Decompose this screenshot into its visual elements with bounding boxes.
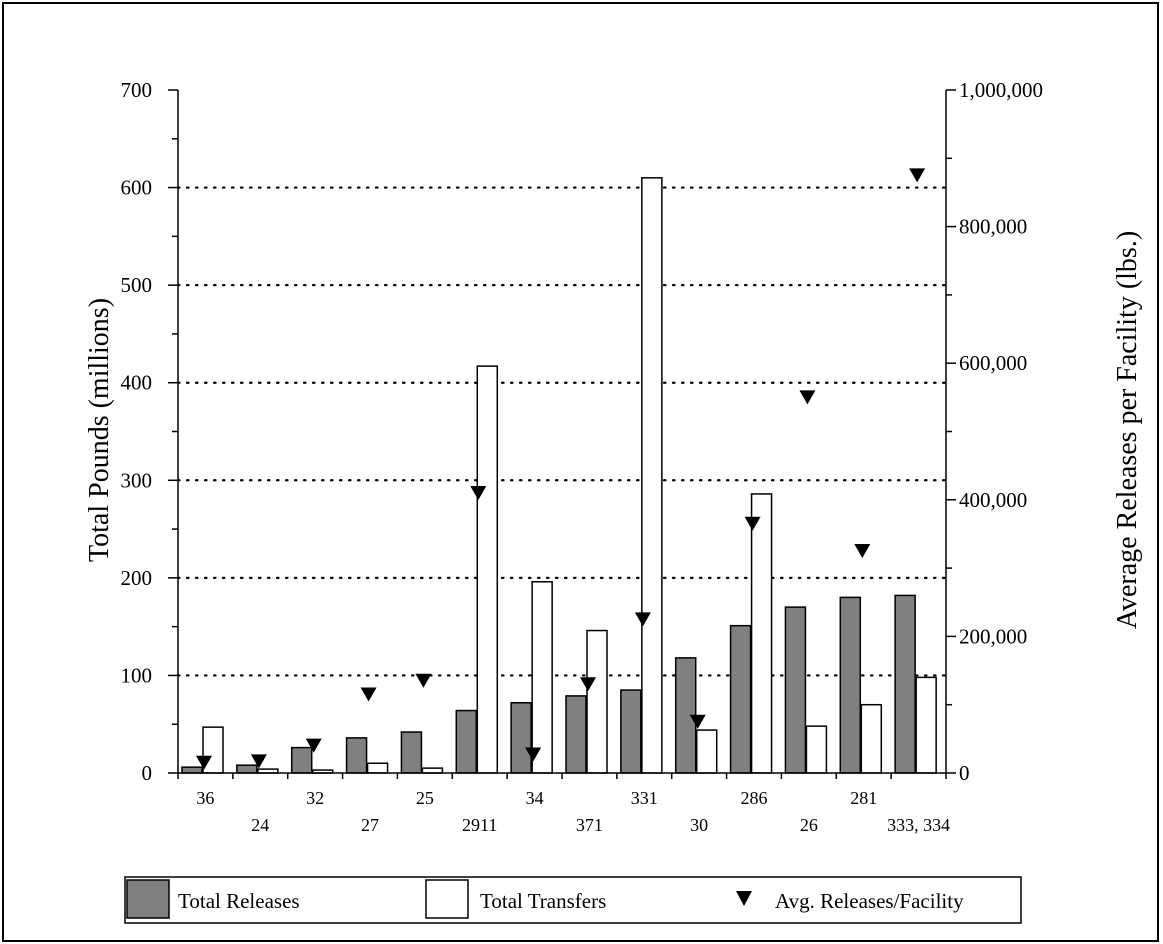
bar-total-releases [565, 695, 587, 774]
x-category-label: 36 [196, 788, 214, 808]
y2-tick-label: 1,000,000 [959, 78, 1043, 102]
avg-releases-marker [909, 168, 926, 183]
y-tick-label: 500 [121, 273, 153, 297]
y-tick-label: 0 [142, 761, 153, 785]
legend: Total Releases Total Transfers Avg. Rele… [124, 876, 1022, 924]
legend-box [124, 876, 1022, 924]
bar-total-releases [290, 746, 313, 774]
bar-total-transfers [586, 629, 608, 774]
y-tick-label: 600 [121, 176, 153, 200]
legend-swatch-transfers [425, 879, 469, 919]
legend-label-releases: Total Releases [178, 889, 300, 913]
legend-label-transfers: Total Transfers [480, 889, 606, 913]
legend-marker-avg [736, 891, 752, 906]
x-category-label: 371 [576, 815, 603, 835]
bar-total-releases [784, 606, 807, 774]
bar-total-releases [839, 596, 862, 774]
y-tick-label: 200 [121, 566, 153, 590]
y-tick-label: 100 [121, 663, 153, 687]
x-category-label: 32 [306, 788, 324, 808]
x-category-label: 30 [690, 815, 708, 835]
avg-releases-marker [196, 755, 212, 770]
axes-layer [168, 89, 956, 779]
avg-releases-marker [360, 687, 377, 702]
avg-releases-marker [799, 390, 816, 405]
avg-releases-marker [854, 544, 871, 559]
bar-total-releases [894, 594, 916, 774]
avg-releases-marker [580, 677, 596, 692]
bar-total-releases [400, 731, 423, 774]
x-category-label: 2911 [462, 815, 497, 835]
y-tick-label: 300 [121, 468, 153, 492]
labels-layer: 0 100 200 300 400 500 600 700 0 200,000 400,000 600… [121, 78, 1044, 835]
bar-total-transfers [750, 493, 773, 774]
bar-total-releases [510, 701, 532, 774]
avg-releases-marker [305, 738, 322, 753]
bar-total-releases [181, 766, 203, 774]
markers-layer [196, 168, 926, 770]
bar-total-transfers [695, 729, 718, 774]
avg-releases-marker [634, 612, 651, 627]
y-axis-title: Total Pounds (millions) [84, 298, 115, 562]
bar-total-transfers [915, 676, 937, 774]
x-category-label: 24 [251, 815, 269, 835]
x-category-label: 26 [800, 815, 818, 835]
bars-layer [181, 177, 937, 774]
bar-total-transfers [531, 581, 553, 774]
y-tick-label: 700 [121, 78, 153, 102]
bar-total-transfers [641, 177, 663, 774]
avg-releases-marker [689, 714, 706, 729]
avg-releases-marker [470, 485, 487, 500]
legend-label-avg: Avg. Releases/Facility [775, 889, 964, 913]
y2-axis-title: Average Releases per Facility (lbs.) [1112, 231, 1143, 629]
x-category-label: 25 [416, 788, 434, 808]
bar-total-releases [729, 624, 752, 774]
y2-tick-label: 800,000 [959, 215, 1027, 239]
avg-releases-marker [744, 516, 761, 531]
avg-releases-marker [415, 673, 432, 688]
bar-total-releases [455, 709, 478, 774]
bar-total-transfers [476, 365, 499, 774]
y2-tick-label: 600,000 [959, 351, 1027, 375]
legend-swatch-releases [126, 879, 170, 919]
x-category-label: 27 [361, 815, 379, 835]
x-category-label: 331 [631, 788, 658, 808]
grid-layer [176, 186, 948, 677]
avg-releases-marker [250, 754, 267, 769]
bar-total-transfers [805, 725, 828, 774]
x-category-label: 333, 334 [887, 815, 950, 835]
y2-tick-label: 400,000 [959, 488, 1027, 512]
bar-total-releases [620, 689, 642, 774]
x-category-label: 281 [850, 788, 877, 808]
bar-total-releases [236, 764, 258, 774]
y2-tick-label: 200,000 [959, 624, 1027, 648]
y-tick-label: 400 [121, 371, 153, 395]
x-category-label: 286 [741, 788, 768, 808]
bar-total-transfers [366, 762, 389, 774]
y2-tick-label: 0 [959, 761, 970, 785]
avg-releases-marker [525, 747, 542, 762]
x-category-label: 34 [526, 788, 544, 808]
bar-total-transfers [860, 703, 883, 774]
bar-total-releases [345, 737, 368, 774]
